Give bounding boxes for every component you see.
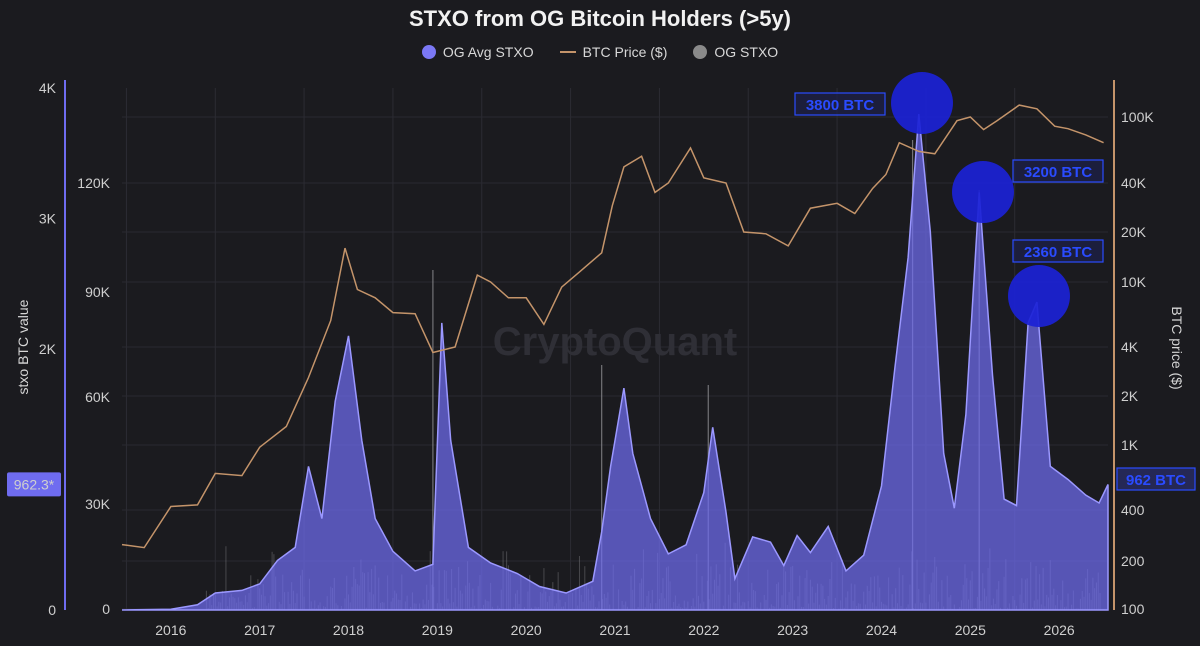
tick-x: 2017 (244, 622, 275, 638)
tick-right: 100K (1121, 109, 1154, 125)
y-axis-label-left: stxo BTC value (15, 299, 31, 394)
tick-left-outer: 3K (39, 211, 57, 227)
legend: OG Avg STXO BTC Price ($) OG STXO (0, 44, 1200, 60)
tick-x: 2023 (777, 622, 808, 638)
tick-left-outer: 0 (48, 602, 56, 618)
legend-label-btc-price: BTC Price ($) (582, 44, 668, 60)
tick-x: 2026 (1044, 622, 1075, 638)
tick-x: 2016 (155, 622, 186, 638)
watermark: CryptoQuant (493, 320, 737, 364)
legend-label-og-avg: OG Avg STXO (442, 44, 534, 60)
tick-left-inner: 60K (85, 389, 111, 405)
tick-x: 2022 (688, 622, 719, 638)
annotation-box (1012, 239, 1104, 263)
tick-right: 100 (1121, 601, 1145, 617)
annotation-box (1012, 159, 1104, 183)
tick-x: 2021 (599, 622, 630, 638)
tick-right: 40K (1121, 175, 1147, 191)
annotation-box (794, 92, 886, 116)
tick-left-outer: 4K (39, 80, 57, 96)
tick-x: 2025 (955, 622, 986, 638)
annotation-highlight-circle (1008, 265, 1070, 327)
legend-item-btc-price[interactable]: BTC Price ($) (559, 44, 668, 60)
legend-swatch-og-avg (421, 45, 436, 59)
tick-left-outer: 962.3* (14, 476, 55, 492)
annotation-label: 962 BTC (1126, 472, 1186, 489)
tick-right: 20K (1121, 224, 1147, 240)
chart-title: STXO from OG Bitcoin Holders (>5y) (408, 6, 791, 31)
legend-swatch-og-stxo (693, 45, 708, 59)
tick-left-inner: 30K (85, 496, 111, 512)
tick-right: 4K (1121, 339, 1139, 355)
y-axis-label-right: BTC price ($) (1169, 306, 1185, 389)
tick-x: 2024 (866, 622, 897, 638)
current-value-badge (7, 472, 61, 497)
btc-price-line (121, 104, 1104, 549)
annotation-label: 2360 BTC (1024, 244, 1093, 261)
tick-right: 10K (1121, 274, 1147, 290)
legend-item-og-stxo[interactable]: OG STXO (693, 44, 778, 60)
annotation-highlight-circle (891, 72, 953, 134)
annotation-box (1116, 467, 1196, 491)
legend-swatch-btc-price (559, 51, 576, 53)
tick-x: 2018 (333, 622, 364, 638)
tick-left-inner: 120K (77, 175, 110, 191)
tick-right: 1K (1121, 437, 1139, 453)
annotation-label: 3200 BTC (1024, 164, 1093, 181)
legend-item-og-avg-stxo[interactable]: OG Avg STXO (421, 44, 534, 60)
tick-x: 2020 (511, 622, 542, 638)
tick-x: 2019 (422, 622, 453, 638)
tick-right: 400 (1121, 502, 1145, 518)
og-avg-stxo-area (121, 114, 1109, 611)
annotation-label: 3800 BTC (806, 97, 875, 114)
tick-right: 200 (1121, 553, 1145, 569)
annotation-highlight-circle (952, 161, 1014, 223)
legend-label-og-stxo: OG STXO (714, 44, 779, 60)
tick-right: 2K (1121, 388, 1139, 404)
tick-left-inner: 0 (102, 601, 110, 617)
tick-left-inner: 90K (85, 284, 111, 300)
tick-left-outer: 2K (39, 341, 57, 357)
